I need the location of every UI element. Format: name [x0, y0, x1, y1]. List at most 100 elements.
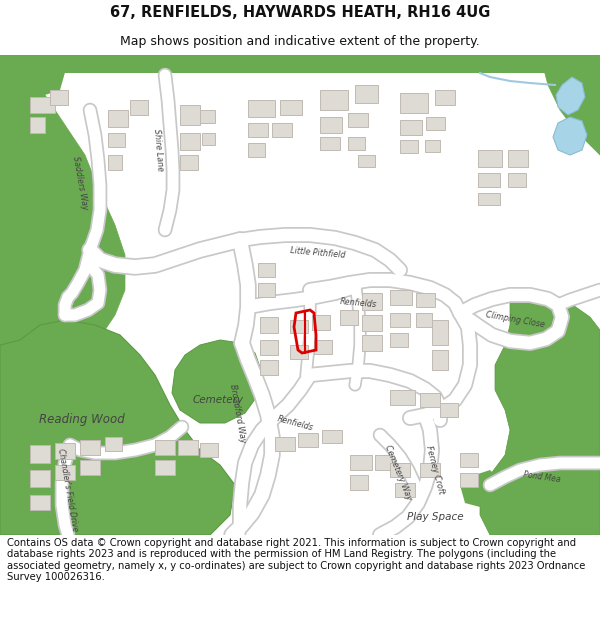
Polygon shape: [400, 140, 418, 153]
Polygon shape: [180, 105, 200, 125]
Polygon shape: [30, 117, 45, 133]
Text: Little Pithfield: Little Pithfield: [290, 246, 346, 260]
Polygon shape: [390, 313, 410, 327]
Polygon shape: [320, 90, 348, 110]
Polygon shape: [312, 315, 330, 330]
Polygon shape: [290, 345, 308, 359]
Polygon shape: [180, 155, 198, 170]
Polygon shape: [400, 93, 428, 113]
Polygon shape: [425, 140, 440, 152]
Polygon shape: [553, 117, 587, 155]
Polygon shape: [435, 90, 455, 105]
Text: Play Space: Play Space: [407, 512, 463, 522]
Polygon shape: [0, 55, 125, 425]
Polygon shape: [280, 100, 302, 115]
Text: Chandler's Field Drive: Chandler's Field Drive: [56, 448, 80, 532]
Polygon shape: [55, 465, 75, 480]
Polygon shape: [248, 123, 268, 137]
Polygon shape: [478, 173, 500, 187]
Polygon shape: [180, 133, 200, 150]
Polygon shape: [350, 475, 368, 490]
Text: Contains OS data © Crown copyright and database right 2021. This information is : Contains OS data © Crown copyright and d…: [7, 538, 586, 582]
Polygon shape: [432, 350, 448, 370]
Polygon shape: [0, 320, 235, 535]
Polygon shape: [416, 293, 435, 307]
Text: Renfields: Renfields: [339, 297, 377, 309]
Polygon shape: [155, 460, 175, 475]
Text: Ferney Croft: Ferney Croft: [424, 445, 446, 495]
Polygon shape: [80, 440, 100, 455]
Polygon shape: [50, 90, 68, 105]
Polygon shape: [460, 453, 478, 467]
Polygon shape: [440, 403, 458, 417]
Polygon shape: [30, 445, 50, 463]
Text: Cemetery Way: Cemetery Way: [383, 444, 413, 502]
Polygon shape: [358, 155, 375, 167]
Polygon shape: [275, 437, 295, 451]
Polygon shape: [416, 313, 432, 327]
Polygon shape: [340, 310, 358, 325]
Text: Reading Wood: Reading Wood: [39, 414, 125, 426]
Polygon shape: [298, 433, 318, 447]
Polygon shape: [55, 443, 75, 459]
Polygon shape: [0, 55, 600, 73]
Polygon shape: [540, 55, 600, 155]
Polygon shape: [390, 290, 412, 305]
Polygon shape: [0, 55, 70, 110]
Polygon shape: [30, 495, 50, 510]
Polygon shape: [420, 393, 440, 407]
Polygon shape: [80, 460, 100, 475]
Polygon shape: [258, 283, 275, 297]
Polygon shape: [248, 143, 265, 157]
Polygon shape: [314, 340, 332, 354]
Polygon shape: [350, 455, 372, 470]
Polygon shape: [30, 97, 55, 113]
Polygon shape: [460, 473, 478, 487]
Text: Shire Lane: Shire Lane: [152, 129, 164, 171]
Text: Pond Mea: Pond Mea: [523, 470, 561, 484]
Polygon shape: [390, 390, 415, 405]
Polygon shape: [355, 85, 378, 103]
Polygon shape: [375, 455, 392, 470]
Polygon shape: [200, 110, 215, 123]
Text: Map shows position and indicative extent of the property.: Map shows position and indicative extent…: [120, 35, 480, 48]
Polygon shape: [108, 133, 125, 147]
Polygon shape: [420, 463, 440, 477]
Polygon shape: [108, 110, 128, 127]
Polygon shape: [200, 443, 218, 457]
Polygon shape: [320, 117, 342, 133]
Polygon shape: [508, 173, 526, 187]
Polygon shape: [108, 155, 122, 170]
Polygon shape: [260, 360, 278, 375]
Polygon shape: [478, 193, 500, 205]
Polygon shape: [362, 293, 382, 310]
Polygon shape: [320, 137, 340, 150]
Polygon shape: [395, 483, 415, 497]
Polygon shape: [155, 440, 175, 455]
Polygon shape: [172, 340, 262, 423]
Polygon shape: [30, 470, 50, 487]
Text: Broadford Way: Broadford Way: [229, 383, 248, 443]
Polygon shape: [556, 77, 585, 115]
Polygon shape: [362, 335, 382, 351]
Polygon shape: [426, 117, 445, 130]
Polygon shape: [348, 137, 365, 150]
Polygon shape: [508, 150, 528, 167]
Text: Cemetery: Cemetery: [193, 395, 244, 405]
Polygon shape: [258, 263, 275, 277]
Polygon shape: [390, 463, 410, 477]
Text: 67, RENFIELDS, HAYWARDS HEATH, RH16 4UG: 67, RENFIELDS, HAYWARDS HEATH, RH16 4UG: [110, 4, 490, 19]
Polygon shape: [260, 317, 278, 333]
Text: Climping Close: Climping Close: [485, 311, 545, 329]
Polygon shape: [290, 320, 308, 333]
Polygon shape: [202, 133, 215, 145]
Polygon shape: [460, 470, 500, 507]
Text: Saddlers Way: Saddlers Way: [71, 156, 89, 211]
Polygon shape: [400, 120, 422, 135]
Polygon shape: [478, 150, 502, 167]
Polygon shape: [105, 437, 122, 451]
Polygon shape: [272, 123, 292, 137]
Polygon shape: [480, 290, 600, 535]
Polygon shape: [130, 100, 148, 115]
Text: Renfields: Renfields: [276, 414, 314, 432]
